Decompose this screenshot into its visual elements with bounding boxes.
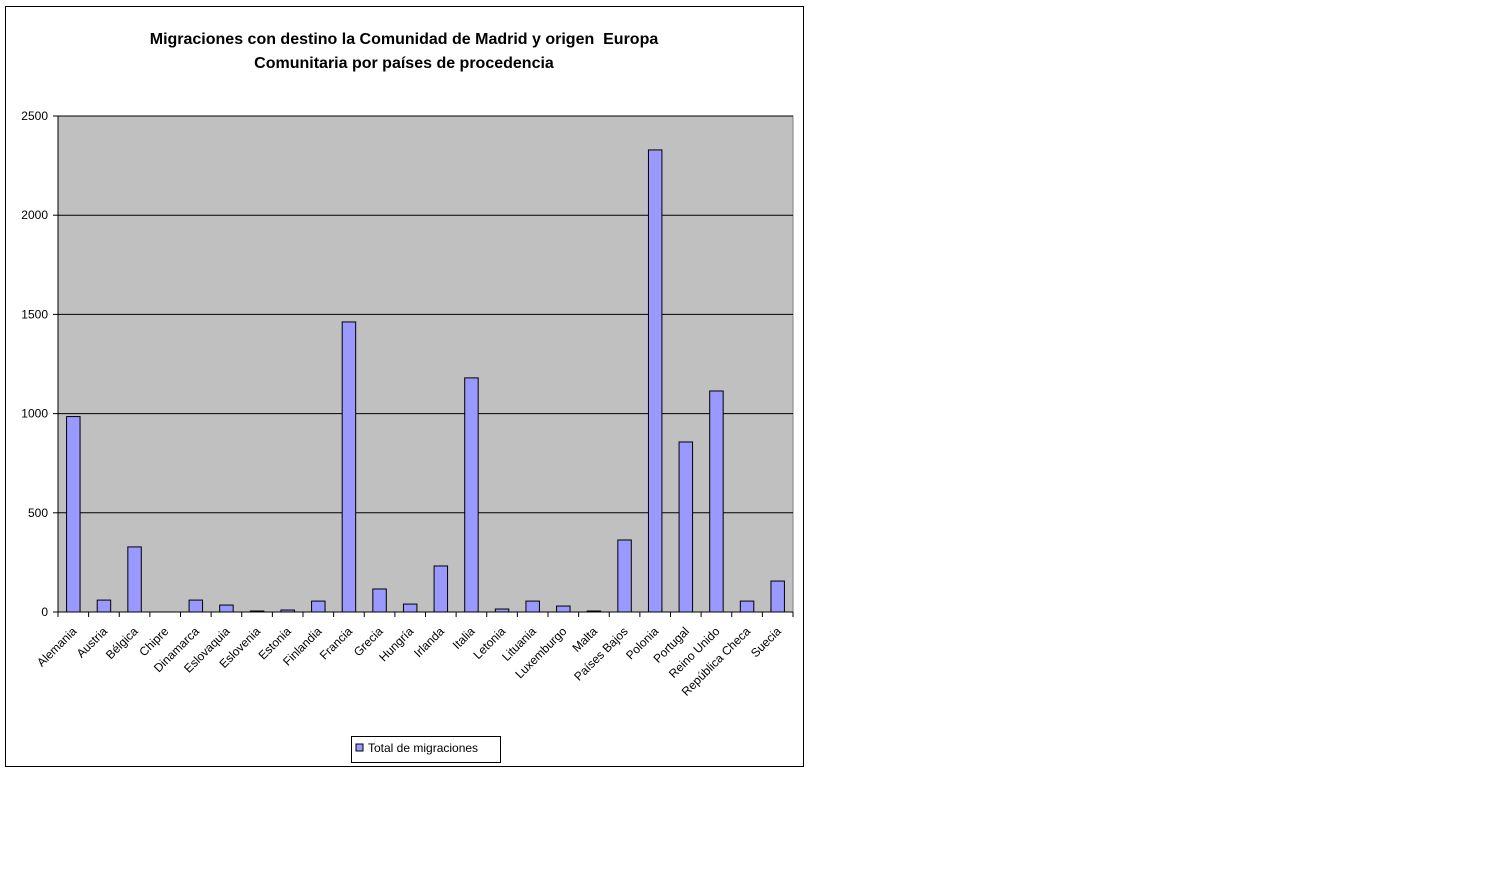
bar: [647, 149, 663, 613]
bar: [311, 600, 326, 613]
bar: [433, 565, 449, 613]
bar: [586, 610, 602, 613]
bar: [494, 608, 510, 613]
legend-label: Total de migraciones: [368, 741, 478, 755]
bar: [127, 546, 142, 613]
y-tick-label: 1000: [21, 407, 48, 421]
bar: [525, 600, 540, 613]
y-tick-label: 2000: [21, 208, 48, 222]
bar: [280, 609, 295, 613]
y-tick-label: 1500: [21, 307, 48, 321]
bar: [770, 580, 785, 613]
bar: [341, 321, 357, 613]
plot-area: [57, 115, 794, 613]
chart-title: Comunitaria por países de procedencia: [254, 55, 554, 72]
bar: [402, 603, 418, 613]
bar: [66, 416, 81, 613]
legend-frame: [351, 736, 501, 763]
bar: [709, 390, 724, 613]
bar: [188, 599, 204, 613]
legend: Total de migraciones: [351, 736, 501, 763]
bar: [372, 588, 387, 613]
bar: [96, 599, 112, 613]
chart-title: Migraciones con destino la Comunidad de …: [150, 31, 659, 48]
bar: [249, 610, 265, 613]
bar: [617, 539, 632, 613]
y-tick-label: 2500: [21, 109, 48, 123]
bar: [464, 377, 479, 613]
legend-swatch: [355, 743, 364, 752]
bar: [678, 441, 694, 613]
bar: [556, 605, 571, 613]
bar: [739, 600, 755, 613]
bar: [219, 604, 234, 613]
y-tick-label: 0: [41, 605, 48, 619]
y-tick-label: 500: [28, 506, 48, 520]
